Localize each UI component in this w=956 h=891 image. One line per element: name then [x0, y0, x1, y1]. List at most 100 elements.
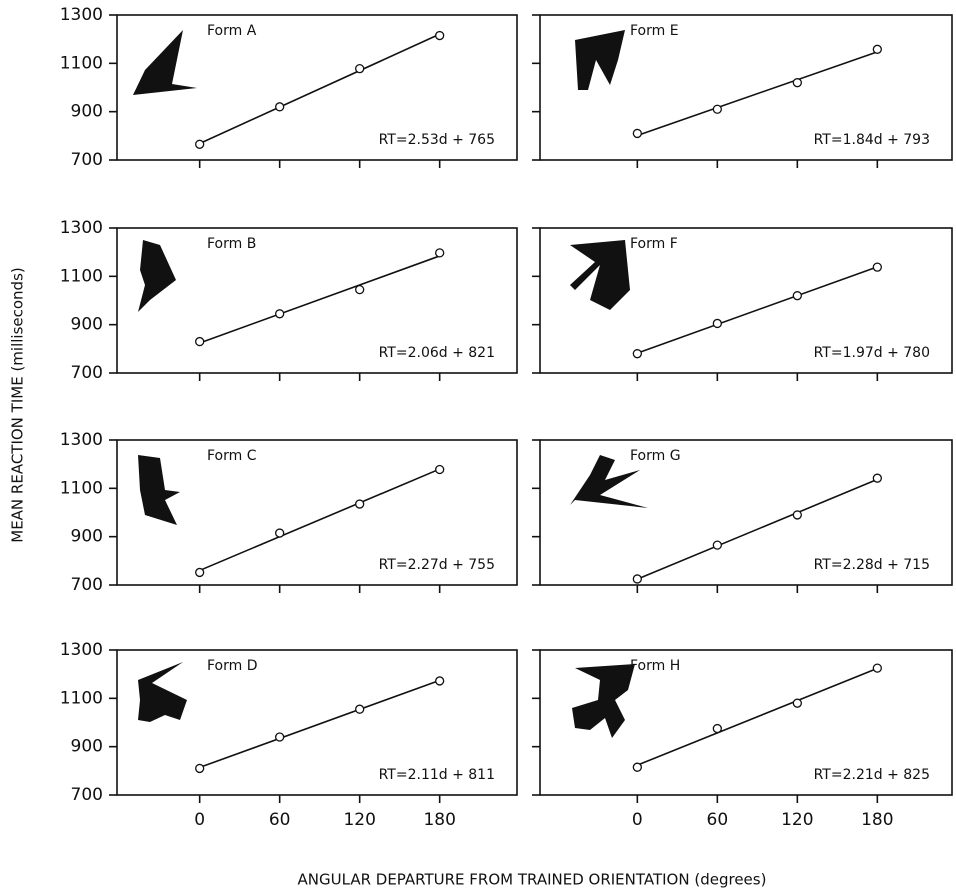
y-axis-label: MEAN REACTION TIME (milliseconds): [9, 267, 27, 543]
data-point: [792, 291, 802, 301]
panel-title: Form F: [630, 236, 678, 252]
data-point: [792, 78, 802, 88]
panel-title: Form H: [630, 658, 680, 674]
data-point: [195, 567, 205, 578]
plot-frame: [539, 439, 953, 586]
data-point: [872, 262, 882, 272]
data-point: [872, 44, 882, 54]
y-tick-label: 900: [71, 737, 103, 757]
y-tick-label: 700: [71, 363, 103, 383]
y-tick-label: 1100: [60, 53, 103, 73]
data-point: [632, 762, 642, 772]
form-icons: [133, 30, 648, 738]
form-icon: [575, 30, 625, 90]
data-point: [275, 102, 285, 112]
plot-frame: [116, 14, 518, 161]
fit-line: [637, 266, 878, 354]
form-icon: [570, 455, 648, 508]
panel-title: Form B: [207, 236, 256, 252]
data-point: [792, 698, 802, 708]
data-point: [712, 104, 722, 114]
panel-title: Form C: [207, 448, 257, 464]
y-tick-label: 1300: [60, 430, 103, 450]
data-point: [435, 676, 445, 686]
fit-line: [199, 679, 440, 769]
x-tick-label: 0: [632, 810, 643, 830]
form-icon: [138, 240, 176, 312]
form-icon: [138, 662, 187, 722]
x-tick-label: 180: [423, 810, 455, 830]
x-axis-label: ANGULAR DEPARTURE FROM TRAINED ORIENTATI…: [298, 871, 767, 889]
x-tick-label: 120: [343, 810, 375, 830]
x-tick-label: 0: [194, 810, 205, 830]
data-point: [275, 309, 285, 319]
fit-line: [199, 468, 440, 572]
fit-equation: RT=2.21d + 825: [814, 767, 930, 783]
fit-equation: RT=2.53d + 765: [379, 132, 495, 148]
data-point: [435, 248, 445, 258]
fit-line: [637, 667, 878, 766]
x-tick-label: 180: [861, 810, 893, 830]
y-tick-label: 1100: [60, 688, 103, 708]
data-point: [195, 336, 205, 347]
y-tick-label: 1300: [60, 5, 103, 25]
plot-frame: [539, 14, 953, 161]
form-icon: [572, 664, 635, 738]
fit-equation: RT=2.11d + 811: [379, 767, 495, 783]
plot-frame: [539, 649, 953, 796]
form-icon: [138, 455, 180, 525]
data-point: [355, 499, 365, 509]
y-tick-label: 900: [71, 102, 103, 122]
form-icon: [133, 30, 197, 95]
data-point: [435, 30, 445, 41]
fit-equation: RT=2.06d + 821: [379, 345, 495, 361]
data-point: [632, 128, 642, 139]
data-point: [872, 663, 882, 673]
plot-frame: [116, 649, 518, 796]
y-tick-label: 700: [71, 150, 103, 170]
fit-equation: RT=2.27d + 755: [379, 557, 495, 573]
data-point: [275, 732, 285, 742]
data-point: [712, 723, 722, 734]
data-point: [712, 540, 722, 550]
data-point: [792, 510, 802, 520]
y-tick-label: 1300: [60, 640, 103, 660]
y-tick-label: 1100: [60, 266, 103, 286]
data-point: [872, 473, 882, 483]
x-tick-label: 60: [269, 810, 291, 830]
fit-equation: RT=1.84d + 793: [814, 132, 930, 148]
plot-frame: [116, 439, 518, 586]
y-tick-label: 700: [71, 785, 103, 805]
y-tick-label: 900: [71, 527, 103, 547]
y-tick-label: 900: [71, 315, 103, 335]
fit-line: [637, 51, 878, 137]
x-tick-label: 120: [781, 810, 813, 830]
data-point: [195, 139, 205, 149]
data-point: [355, 704, 365, 714]
panel-title: Form E: [630, 23, 679, 39]
plot-frame: [539, 227, 953, 374]
data-point: [355, 284, 365, 295]
fit-equation: RT=1.97d + 780: [814, 345, 930, 361]
fit-line: [199, 255, 440, 344]
panel-title: Form G: [630, 448, 681, 464]
data-point: [435, 464, 445, 475]
fit-line: [637, 478, 878, 580]
panel-title: Form A: [207, 23, 257, 39]
data-point: [355, 64, 365, 74]
panel-title: Form D: [207, 658, 258, 674]
fit-line: [199, 33, 440, 145]
data-point: [275, 528, 285, 538]
plot-frame: [116, 227, 518, 374]
form-icon: [570, 240, 630, 310]
y-tick-label: 1300: [60, 218, 103, 238]
data-point: [712, 318, 722, 329]
y-tick-label: 1100: [60, 478, 103, 498]
data-point: [195, 763, 205, 774]
x-tick-label: 60: [707, 810, 729, 830]
data-point: [632, 574, 642, 584]
data-point: [632, 349, 642, 359]
y-tick-label: 700: [71, 575, 103, 595]
fit-equation: RT=2.28d + 715: [814, 557, 930, 573]
